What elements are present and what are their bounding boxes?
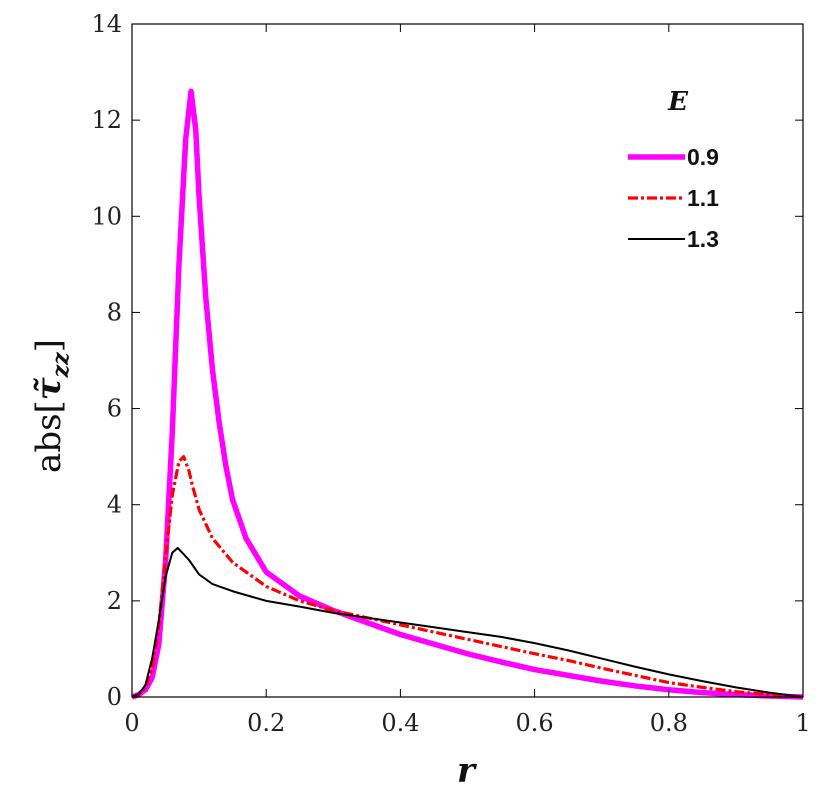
legend-label-0-9: 0.9 <box>687 144 719 170</box>
y-tick-label: 6 <box>107 395 122 423</box>
x-tick-label: 0.2 <box>247 709 285 737</box>
x-tick-label: 1 <box>795 709 810 737</box>
x-tick-label: 0.6 <box>516 709 554 737</box>
y-axis-title: abs[τ̃zz] <box>29 339 74 473</box>
y-axis-title-prefix: abs[ <box>29 400 69 473</box>
svg-text:abs[τ̃zz]: abs[τ̃zz] <box>29 339 74 473</box>
y-tick-label: 8 <box>107 298 122 326</box>
y-tick-label: 12 <box>91 106 122 134</box>
plot-lines <box>131 88 804 700</box>
legend-title: E <box>667 87 689 117</box>
y-tick-label: 0 <box>107 683 122 711</box>
legend-label-1-1: 1.1 <box>687 185 719 211</box>
series-line-1-3 <box>131 546 804 698</box>
series-line-0-9 <box>131 88 804 700</box>
legend: E 0.9 1.1 1.3 <box>628 87 719 252</box>
y-axis-title-suffix: ] <box>29 339 69 352</box>
axes-box <box>131 23 804 698</box>
x-axis-title: r <box>457 751 477 791</box>
y-axis-title-subscript: zz <box>48 352 74 378</box>
x-tick-label: 0.4 <box>381 709 419 737</box>
legend-items: 0.9 1.1 1.3 <box>628 144 719 252</box>
y-tick-label: 2 <box>107 587 122 615</box>
y-tick-label: 4 <box>107 491 122 519</box>
y-tick-label: 10 <box>91 202 122 230</box>
x-tick-label: 0.8 <box>650 709 688 737</box>
axis-ticks <box>131 23 804 698</box>
legend-label-1-3: 1.3 <box>687 226 719 252</box>
x-tick-label: 0 <box>124 709 139 737</box>
y-tick-label: 14 <box>91 10 122 38</box>
series-line-1-1 <box>131 455 804 699</box>
y-axis-title-symbol: τ̃ <box>29 377 69 400</box>
